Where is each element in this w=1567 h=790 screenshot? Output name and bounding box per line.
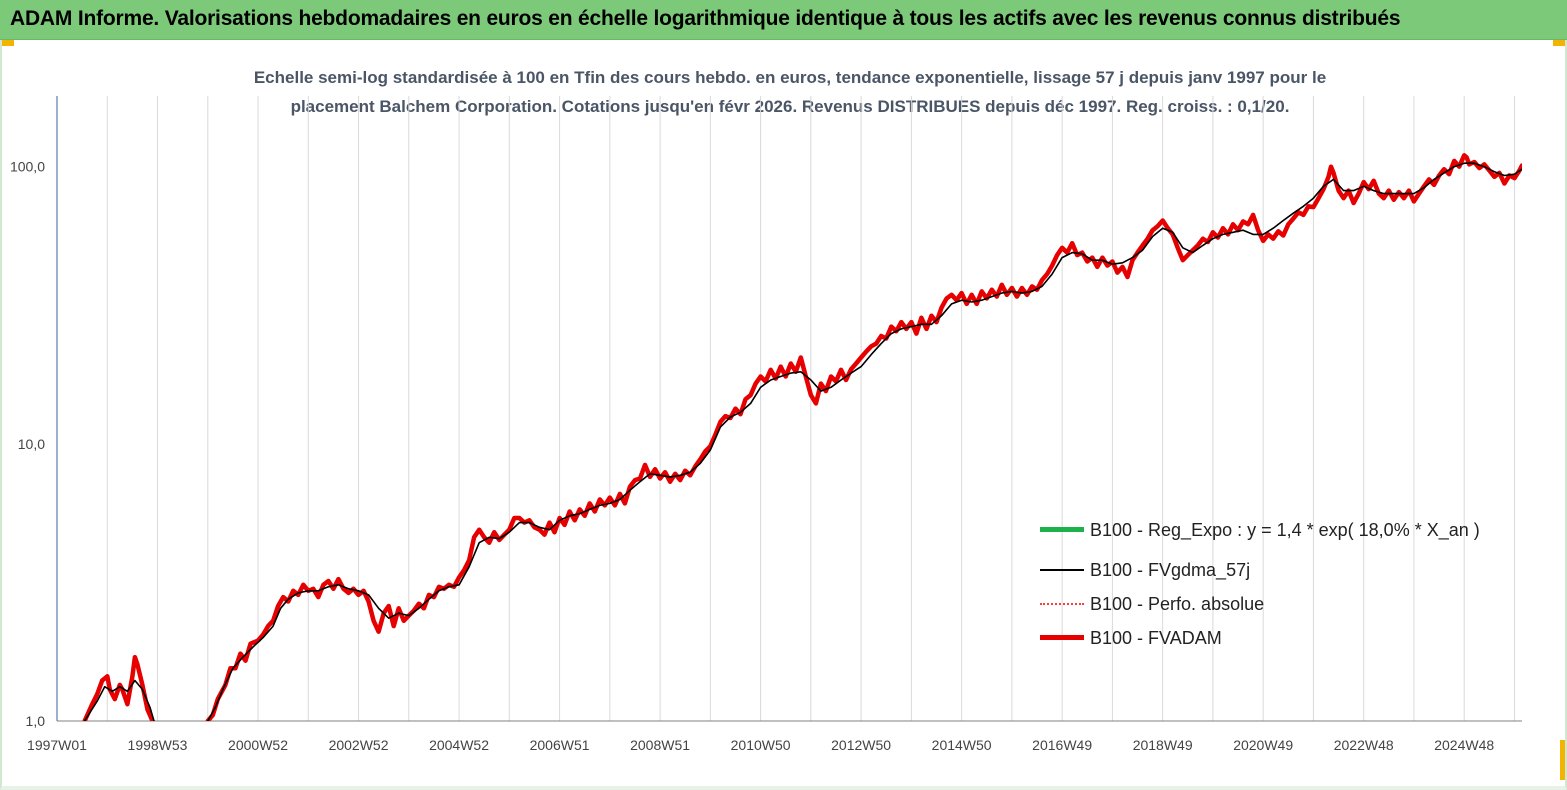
legend-swatch-perfo-absolue — [1040, 603, 1084, 605]
x-tick-label: 2014W50 — [932, 737, 992, 753]
x-tick-label: 2020W49 — [1233, 737, 1293, 753]
series-line-fvgdma — [83, 679, 155, 721]
x-tick-label: 1997W01 — [27, 737, 87, 753]
legend-swatch-reg-expo — [1040, 527, 1084, 532]
corner-marker-top-left — [0, 40, 14, 46]
banner-title: ADAM Informe. Valorisations hebdomadaire… — [10, 7, 1401, 30]
chart-frame — [0, 40, 1567, 790]
x-tick-label: 2018W49 — [1133, 737, 1193, 753]
title-banner: ADAM Informe. Valorisations hebdomadaire… — [0, 0, 1567, 40]
x-tick-label: 2022W48 — [1334, 737, 1394, 753]
y-tick-label: 100,0 — [10, 159, 45, 175]
x-tick-label: 2000W52 — [228, 737, 288, 753]
legend-swatch-fvgdma — [1040, 569, 1084, 571]
corner-marker-bottom-right — [1560, 740, 1565, 780]
x-tick-label: 2010W50 — [731, 737, 791, 753]
series-line-fvgdma — [207, 162, 1522, 721]
x-tick-label: 1998W53 — [128, 737, 188, 753]
legend-label-perfo-absolue: B100 - Perfo. absolue — [1090, 594, 1265, 614]
legend-swatch-fvadam — [1040, 635, 1084, 640]
x-tick-label: 2002W52 — [329, 737, 389, 753]
legend-label-reg-expo: B100 - Reg_Expo : y = 1,4 * exp( 18,0% *… — [1090, 520, 1480, 540]
x-tick-label: 2008W51 — [630, 737, 690, 753]
chart-subtitle-line-1: Echelle semi-log standardisée à 100 en T… — [253, 68, 1327, 87]
y-tick-label: 1,0 — [26, 713, 46, 729]
y-tick-label: 10,0 — [18, 436, 45, 452]
chart-subtitle-line-2: placement Balchem Corporation. Cotations… — [290, 97, 1290, 116]
x-tick-label: 2012W50 — [831, 737, 891, 753]
corner-marker-top-right — [1553, 40, 1567, 46]
x-tick-label: 2004W52 — [429, 737, 489, 753]
legend-label-fvadam: B100 - FVADAM — [1090, 628, 1222, 648]
x-tick-label: 2024W48 — [1434, 737, 1494, 753]
series-line-fvadam — [205, 153, 1522, 721]
x-tick-label: 2016W49 — [1032, 737, 1092, 753]
x-tick-label: 2006W51 — [530, 737, 590, 753]
legend-label-fvgdma: B100 - FVgdma_57j — [1090, 560, 1251, 580]
